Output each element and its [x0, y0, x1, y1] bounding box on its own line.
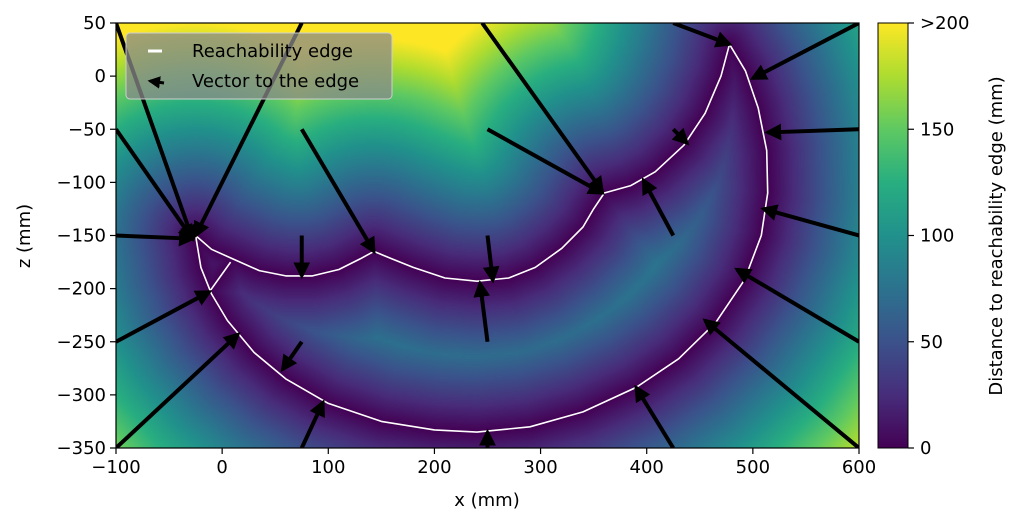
reachability-edge-outer [194, 43, 769, 433]
vector-arrow [486, 127, 606, 195]
y-tick-label: −350 [57, 438, 106, 459]
legend-vector-swatch [147, 76, 165, 89]
vector-arrow [641, 177, 676, 237]
colorbar-tick-label: 150 [920, 119, 954, 140]
vector-arrow [764, 123, 859, 141]
vector-arrow [116, 128, 195, 242]
x-tick-label: 200 [417, 457, 451, 478]
y-tick-label: −150 [57, 226, 106, 247]
vector-group [116, 23, 859, 448]
vector-arrow [300, 128, 376, 255]
legend: Reachability edge Vector to the edge [125, 32, 393, 100]
colorbar-gradient [877, 22, 909, 449]
vector-arrow [760, 204, 859, 238]
x-tick-label: 600 [842, 457, 876, 478]
vector-arrow [116, 229, 196, 247]
y-tick-label: 0 [95, 66, 106, 87]
legend-edge-label: Reachability edge [192, 41, 353, 62]
vector-arrow [634, 384, 675, 448]
vector-arrow [116, 332, 241, 448]
y-tick-label: −50 [68, 119, 106, 140]
colorbar-tick-label: >200 [920, 13, 969, 34]
x-tick-label: 500 [736, 457, 770, 478]
x-tick-label: −100 [91, 457, 140, 478]
x-tick-label: 400 [630, 457, 664, 478]
y-tick-label: −200 [57, 279, 106, 300]
y-tick-label: −100 [57, 172, 106, 193]
vector-arrow [749, 23, 859, 81]
vector-arrow [671, 127, 690, 146]
colorbar-ticks: 0 50 100 150 >200 [908, 13, 969, 459]
colorbar-label: Distance to reachability edge (mm) [986, 76, 1007, 395]
x-axis: −100 0 100 200 300 400 500 600 [91, 448, 876, 478]
vector-arrow [480, 23, 605, 194]
y-tick-label: −300 [57, 385, 106, 406]
x-tick-label: 100 [311, 457, 345, 478]
colorbar: 0 50 100 150 >200 Distance to reachability e… [877, 13, 1007, 459]
y-axis-label: z (mm) [14, 204, 35, 268]
y-axis: 50 0 −50 −100 −150 −200 −250 −300 −350 [57, 13, 116, 459]
vector-arrow [672, 23, 733, 48]
vector-arrow [734, 267, 859, 344]
x-tick-label: 300 [523, 457, 557, 478]
colorbar-tick-label: 100 [920, 226, 954, 247]
colorbar-tick-label: 0 [920, 438, 931, 459]
legend-box [125, 32, 393, 100]
y-tick-label: 50 [83, 13, 106, 34]
colorbar-tick-label: 50 [920, 332, 943, 353]
vector-arrow [299, 399, 325, 448]
vector-arrow [482, 235, 500, 284]
legend-vector-label: Vector to the edge [192, 71, 359, 92]
x-axis-label: x (mm) [454, 490, 520, 511]
vector-arrow [280, 340, 304, 373]
y-tick-label: −250 [57, 332, 106, 353]
vector-arrow [702, 318, 859, 448]
vector-arrow [116, 290, 213, 344]
vector-arrow [473, 279, 491, 343]
x-tick-label: 0 [216, 457, 227, 478]
reachability-edge-spur [208, 261, 232, 293]
